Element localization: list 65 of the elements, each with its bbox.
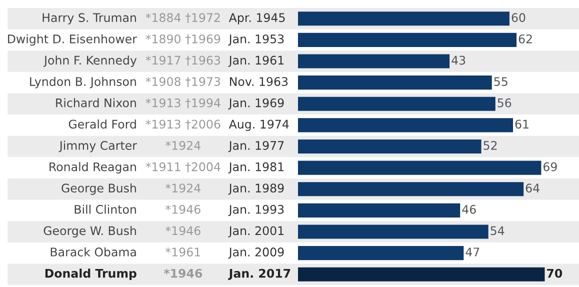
y-tick-label: George W. Bush <box>44 226 136 238</box>
bar <box>298 118 514 132</box>
y-tick-label: Bill Clinton <box>74 204 136 214</box>
text: Jan. 1977 <box>228 140 284 152</box>
text: *1913 †1994 <box>146 98 220 108</box>
y-tick-label: Jimmy Carter <box>58 140 137 152</box>
text: *1911 †2004 <box>146 162 220 172</box>
text: *1946 <box>166 226 200 236</box>
data-label: 64 <box>526 184 540 193</box>
bar <box>298 224 488 239</box>
bar <box>298 76 492 90</box>
bar <box>298 139 482 154</box>
data-label: 46 <box>462 204 476 214</box>
text: Jan. 1993 <box>228 204 284 216</box>
text: Jan. 1981 <box>228 162 284 174</box>
text: *1908 †1973 <box>146 77 220 87</box>
y-tick-label: Dwight D. Eisenhower <box>8 34 137 46</box>
data-label: 61 <box>515 120 528 129</box>
data-label: 60 <box>512 13 526 22</box>
text: Jan. 1953 <box>228 34 284 46</box>
text: *1946 <box>164 268 202 278</box>
text: Jan. 1989 <box>228 184 284 195</box>
data-label: 70 <box>547 268 562 278</box>
bar <box>298 203 460 218</box>
text: Jan. 1961 <box>228 56 284 67</box>
text: *1917 †1963 <box>146 56 220 66</box>
text: *1890 †1969 <box>146 34 220 44</box>
data-label: 56 <box>498 98 512 108</box>
text: *1913 †2006 <box>146 120 220 130</box>
text: *1924 <box>166 140 200 150</box>
bar <box>298 54 450 68</box>
y-tick-label: George Bush <box>62 183 136 195</box>
data-label: 62 <box>518 34 532 44</box>
text: Nov. 1963 <box>230 77 288 86</box>
text: *1924 <box>166 184 200 193</box>
bar <box>298 160 542 175</box>
y-tick-label: Donald Trump <box>45 268 136 280</box>
text: Jan. 2001 <box>228 226 284 238</box>
data-label: 43 <box>452 56 466 65</box>
data-label: 55 <box>494 77 508 86</box>
data-label: 47 <box>466 248 480 256</box>
text: Jan. 2017 <box>228 268 290 280</box>
y-tick-label: Barack Obama <box>50 247 136 256</box>
text: *1961 <box>166 248 200 256</box>
y-tick-label: John F. Kennedy <box>43 56 137 67</box>
bar <box>298 32 517 47</box>
bar <box>298 96 496 111</box>
bar <box>298 246 464 260</box>
data-label: 69 <box>544 162 557 172</box>
y-tick-label: Harry S. Truman <box>42 13 136 24</box>
y-tick-label: Lyndon B. Johnson <box>30 76 136 88</box>
data-label: 52 <box>484 140 497 150</box>
data-label: 54 <box>490 226 504 236</box>
bar <box>298 12 510 26</box>
text: Jan. 1969 <box>228 98 284 110</box>
text: *1884 †1972 <box>146 13 220 24</box>
text: Jan. 2009 <box>228 248 284 259</box>
y-tick-label: Richard Nixon <box>56 98 136 108</box>
y-tick-label: Ronald Reagan <box>50 162 136 174</box>
bar <box>298 267 545 282</box>
text: *1946 <box>166 204 200 214</box>
text: Apr. 1945 <box>228 13 285 24</box>
y-tick-label: Gerald Ford <box>68 119 136 129</box>
bar <box>298 182 524 196</box>
text: Aug. 1974 <box>228 120 289 131</box>
